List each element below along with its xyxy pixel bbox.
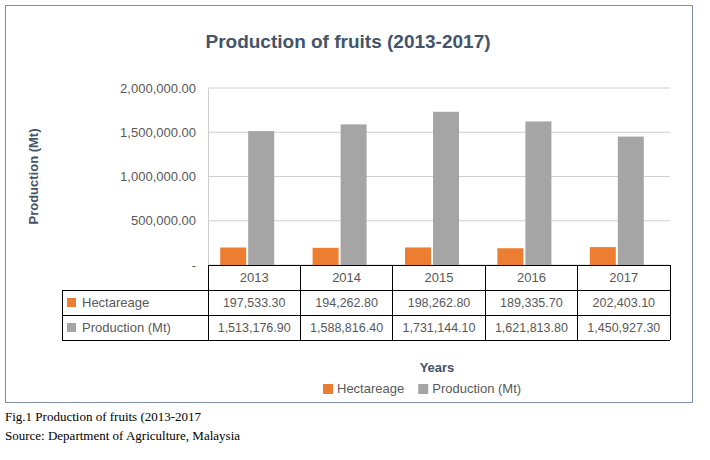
y-axis-line: [208, 89, 209, 266]
y-tick: 1,000,000.00: [120, 169, 208, 184]
bar: [433, 112, 459, 265]
table-row-label: Hectareage: [82, 295, 149, 310]
bar: [618, 137, 644, 265]
table-cell: 197,533.30: [223, 296, 286, 310]
y-tick: 1,500,000.00: [120, 125, 208, 140]
table-cell: 1,450,927.30: [587, 321, 660, 335]
legend-key: [323, 384, 333, 394]
y-axis: - 500,000.00 1,000,000.00 1,500,000.00 2,000…: [120, 81, 208, 273]
table-line: [300, 265, 301, 340]
table-cell: 202,403.10: [593, 296, 656, 310]
bar-series: [220, 247, 616, 265]
grid-line: [208, 265, 670, 266]
x-axis-title: Years: [420, 360, 455, 375]
bar: [248, 131, 274, 265]
table-legend-key: [67, 298, 76, 307]
table-cell: 198,262.80: [408, 296, 471, 310]
x-tick-label: 2015: [425, 270, 454, 285]
legend: Hectareage Production (Mt): [323, 381, 521, 396]
chart-svg: Production of fruits (2013-2017) - 500,000…: [0, 0, 710, 460]
legend-label: Production (Mt): [432, 381, 521, 396]
table-cell: 1,588,816.40: [310, 321, 383, 335]
bars: [220, 112, 644, 265]
table-line: [62, 290, 670, 291]
table-cell: 1,621,813.80: [495, 321, 568, 335]
legend-key: [418, 384, 428, 394]
x-tick-label: 2014: [332, 270, 361, 285]
legend-item: Hectareage: [323, 381, 404, 396]
bar: [220, 248, 246, 265]
bar: [341, 124, 367, 265]
table-row-label: Production (Mt): [82, 320, 171, 335]
caption: Fig.1 Production of fruits (2013-2017: [5, 409, 202, 424]
table-line: [392, 265, 393, 340]
y-tick: 2,000,000.00: [120, 81, 208, 96]
table-line: [62, 315, 670, 316]
bar: [497, 248, 523, 265]
chart-title: Production of fruits (2013-2017): [205, 31, 490, 52]
table-cell: 1,731,144.10: [403, 321, 476, 335]
y-tick: 500,000.00: [131, 213, 208, 228]
source-note: Source: Department of Agriculture, Malay…: [5, 428, 240, 443]
y-tick-label: 2,000,000.00: [120, 81, 196, 96]
grid: [208, 88, 670, 265]
grid-line: [208, 88, 670, 89]
table-cell: 194,262.80: [315, 296, 378, 310]
table-legend-key: [67, 323, 76, 332]
table-cell: 1,513,176.90: [218, 321, 291, 335]
table-line: [577, 265, 578, 340]
legend-item: Production (Mt): [418, 381, 521, 396]
bar-series: [248, 112, 644, 265]
x-tick-label: 2013: [240, 270, 269, 285]
table-line: [670, 265, 671, 340]
bar: [405, 247, 431, 265]
table-line: [485, 265, 486, 340]
y-axis-title: Production (Mt): [26, 128, 41, 224]
chart-frame: [6, 6, 693, 403]
y-tick-label: 1,000,000.00: [120, 169, 196, 184]
x-tick-label: 2017: [609, 270, 638, 285]
y-tick-label: 1,500,000.00: [120, 125, 196, 140]
data-table: 2013 2014 2015 2016 2017 Hectareage 197,533.30…: [62, 265, 670, 340]
bar: [313, 248, 339, 265]
table-line: [62, 340, 670, 341]
table-line: [62, 290, 63, 340]
bar: [525, 121, 551, 265]
y-tick-label: -: [192, 258, 196, 273]
y-tick: -: [192, 258, 208, 273]
table-cell: 189,335.70: [500, 296, 563, 310]
x-tick-label: 2016: [517, 270, 546, 285]
table-line: [208, 265, 209, 340]
legend-label: Hectareage: [337, 381, 404, 396]
bar: [590, 247, 616, 265]
table-line: [208, 265, 670, 266]
y-tick-label: 500,000.00: [131, 213, 196, 228]
